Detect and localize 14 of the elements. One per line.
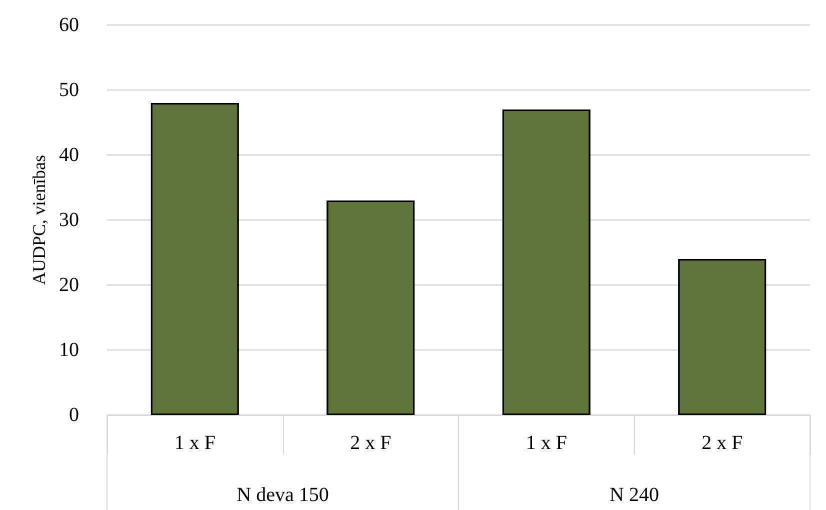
y-tick-label: 50 — [59, 79, 79, 101]
y-tick-label: 60 — [59, 14, 79, 36]
y-tick-label: 40 — [59, 144, 79, 166]
y-axis-title: AUDPC, vienības — [29, 155, 50, 285]
y-tick-label: 10 — [59, 339, 79, 361]
text: N 240 — [610, 484, 659, 506]
x-tick-label: 2 x F — [350, 432, 392, 454]
x-tick-label: 1 x F — [174, 432, 216, 454]
y-tick-label: 30 — [59, 209, 79, 231]
y-tick-label: 20 — [59, 274, 79, 296]
x-tick-label: 2 x F — [702, 432, 743, 454]
x-tick-label: 1 x F — [526, 432, 567, 454]
y-tick-label: 0 — [69, 404, 79, 426]
text: N deva 150 — [236, 484, 329, 506]
